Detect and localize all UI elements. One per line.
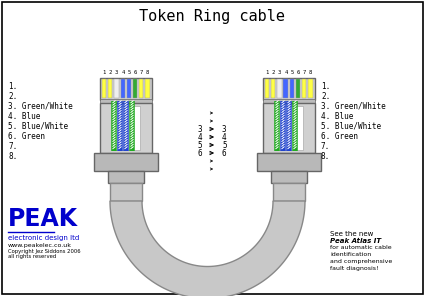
Bar bbox=[283, 79, 288, 98]
Text: 6: 6 bbox=[222, 149, 227, 157]
Text: 4: 4 bbox=[222, 133, 227, 141]
Bar bbox=[139, 79, 143, 98]
Text: 8: 8 bbox=[146, 70, 149, 75]
Bar bbox=[275, 106, 303, 150]
Bar bbox=[308, 79, 313, 98]
Bar bbox=[121, 79, 125, 98]
Bar bbox=[263, 78, 315, 100]
Bar bbox=[108, 79, 112, 98]
Bar bbox=[273, 183, 305, 201]
Text: 5. Blue/White: 5. Blue/White bbox=[8, 121, 68, 131]
Bar bbox=[100, 99, 152, 103]
Text: 3: 3 bbox=[222, 125, 227, 133]
Text: 7.: 7. bbox=[8, 141, 17, 150]
Text: 6. Green: 6. Green bbox=[8, 131, 45, 141]
Text: Peak Atlas IT: Peak Atlas IT bbox=[330, 238, 381, 244]
Text: 1: 1 bbox=[266, 70, 269, 75]
Text: 7.: 7. bbox=[321, 141, 330, 150]
Text: all rights reserved: all rights reserved bbox=[8, 254, 56, 259]
Bar bbox=[108, 171, 144, 183]
Text: PEAK: PEAK bbox=[8, 207, 78, 231]
Text: 3. Green/White: 3. Green/White bbox=[8, 102, 73, 110]
Text: www.peakelec.co.uk: www.peakelec.co.uk bbox=[8, 243, 72, 248]
Text: 4: 4 bbox=[121, 70, 125, 75]
Text: 5: 5 bbox=[197, 141, 202, 149]
Bar bbox=[100, 103, 152, 153]
Text: 1.: 1. bbox=[321, 81, 330, 91]
Text: 5: 5 bbox=[222, 141, 227, 149]
Polygon shape bbox=[110, 201, 305, 296]
Text: 5: 5 bbox=[290, 70, 294, 75]
Text: 2: 2 bbox=[109, 70, 112, 75]
Text: 2.: 2. bbox=[8, 91, 17, 101]
Bar bbox=[94, 153, 158, 171]
Text: 6: 6 bbox=[134, 70, 137, 75]
Text: 3: 3 bbox=[115, 70, 118, 75]
Bar bbox=[265, 79, 269, 98]
Bar bbox=[257, 153, 321, 171]
Text: 4: 4 bbox=[197, 133, 202, 141]
Text: electronic design ltd: electronic design ltd bbox=[8, 235, 79, 241]
Text: 3. Green/White: 3. Green/White bbox=[321, 102, 386, 110]
Text: 7: 7 bbox=[303, 70, 306, 75]
Text: 2: 2 bbox=[272, 70, 275, 75]
Bar bbox=[127, 79, 131, 98]
Bar bbox=[112, 106, 140, 150]
Text: 4. Blue: 4. Blue bbox=[321, 112, 353, 120]
Text: 6: 6 bbox=[197, 149, 202, 157]
Bar bbox=[277, 79, 282, 98]
Text: 5. Blue/White: 5. Blue/White bbox=[321, 121, 381, 131]
Text: 1: 1 bbox=[103, 70, 106, 75]
Bar bbox=[271, 79, 275, 98]
Bar bbox=[102, 79, 106, 98]
Text: 3: 3 bbox=[278, 70, 281, 75]
Bar bbox=[296, 79, 300, 98]
Bar bbox=[302, 79, 306, 98]
Text: 6: 6 bbox=[297, 70, 300, 75]
Text: See the new: See the new bbox=[330, 231, 374, 237]
Text: for automatic cable
identification
and comprehensive
fault diagnosis!: for automatic cable identification and c… bbox=[330, 245, 392, 271]
Text: Token Ring cable: Token Ring cable bbox=[139, 9, 285, 24]
Bar bbox=[271, 171, 307, 183]
Text: Copyright Jez Siddons 2006: Copyright Jez Siddons 2006 bbox=[8, 249, 81, 254]
Bar bbox=[263, 99, 315, 103]
Bar bbox=[110, 183, 142, 201]
Bar bbox=[100, 78, 152, 100]
Bar bbox=[290, 79, 294, 98]
Text: 5: 5 bbox=[128, 70, 131, 75]
Text: 6. Green: 6. Green bbox=[321, 131, 358, 141]
Bar bbox=[133, 79, 137, 98]
Text: 4. Blue: 4. Blue bbox=[8, 112, 40, 120]
Text: 8.: 8. bbox=[8, 152, 17, 160]
Text: 8: 8 bbox=[309, 70, 312, 75]
Text: 8.: 8. bbox=[321, 152, 330, 160]
Text: 3: 3 bbox=[197, 125, 202, 133]
Text: 1.: 1. bbox=[8, 81, 17, 91]
Bar bbox=[145, 79, 150, 98]
Bar bbox=[263, 103, 315, 153]
Bar bbox=[114, 79, 119, 98]
Text: 7: 7 bbox=[140, 70, 143, 75]
Text: 4: 4 bbox=[284, 70, 288, 75]
Text: 2.: 2. bbox=[321, 91, 330, 101]
